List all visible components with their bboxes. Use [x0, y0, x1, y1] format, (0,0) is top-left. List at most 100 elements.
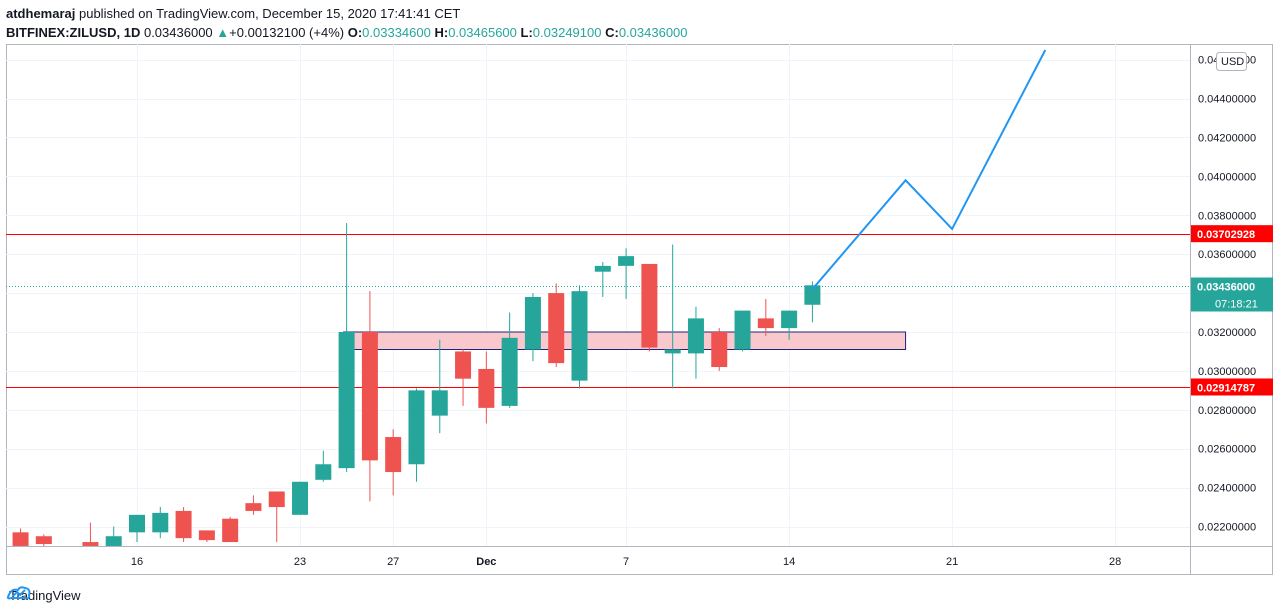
- price-tick-label: 0.02400000: [1198, 483, 1256, 495]
- candle-body: [455, 351, 472, 379]
- currency-badge-box: [1216, 52, 1247, 71]
- candle-body: [804, 285, 821, 305]
- candle: [594, 261, 611, 297]
- price-tick-label: 0.03800000: [1198, 210, 1256, 222]
- time-tick-label: 14: [783, 556, 795, 568]
- level-tag-label: 0.02914787: [1197, 382, 1255, 394]
- price-axis: 0.02200000 0.02400000 0.02600000 0.02800000…: [1191, 55, 1273, 534]
- candle: [338, 223, 355, 473]
- candle-body: [152, 512, 169, 533]
- currency-badge: USD: [1216, 52, 1247, 71]
- publish-info: published on TradingView.com, December 1…: [75, 6, 461, 21]
- candle: [222, 516, 239, 543]
- candle: [408, 388, 425, 482]
- candle: [292, 481, 309, 515]
- candle: [315, 450, 332, 482]
- candle: [129, 514, 145, 543]
- candle-body: [385, 437, 402, 473]
- level-tag-label: 0.03702928: [1197, 229, 1255, 241]
- chart-frame[interactable]: 0.02200000 0.02400000 0.02600000 0.02800000…: [6, 44, 1273, 575]
- candle-body: [548, 293, 565, 364]
- time-tick-label: 7: [623, 556, 629, 568]
- candle: [734, 310, 751, 352]
- footer: TradingView: [6, 585, 81, 605]
- low-value: 0.03249100: [532, 25, 602, 40]
- candle: [82, 522, 99, 546]
- level-price-tag: 0.02914787: [1191, 378, 1273, 396]
- author-name[interactable]: atdhemaraj: [6, 6, 76, 21]
- candle: [641, 263, 658, 352]
- candle-body: [198, 530, 215, 541]
- candle-body: [524, 296, 541, 350]
- candle: [501, 312, 518, 408]
- price-chart[interactable]: 0.02200000 0.02400000 0.02600000 0.02800000…: [6, 44, 1273, 575]
- candle: [804, 281, 821, 323]
- candle-body: [245, 503, 262, 511]
- level-tag-box: [1191, 225, 1273, 243]
- countdown-label: 07:18:21: [1215, 299, 1258, 311]
- candle-body: [105, 536, 122, 546]
- level-price-tag: 0.03702928: [1191, 225, 1273, 243]
- candle: [687, 306, 704, 379]
- low-label: L:: [520, 25, 533, 40]
- last-price: 0.03436000: [143, 25, 213, 40]
- candle: [455, 349, 472, 406]
- candle: [245, 495, 262, 515]
- open-label: O:: [347, 25, 363, 40]
- candle-body: [571, 291, 588, 381]
- projection-path: [811, 49, 1047, 290]
- candle-body: [222, 518, 239, 543]
- candle: [198, 530, 215, 543]
- candle-body: [361, 332, 378, 461]
- candle-body: [478, 368, 495, 408]
- symbol-label[interactable]: BITFINEX:ZILUSD, 1D: [6, 25, 141, 40]
- candle: [268, 491, 285, 543]
- ohlc-line: BITFINEX:ZILUSD, 1D 0.03436000 ▲+0.00132…: [6, 23, 688, 42]
- candle-body: [664, 349, 681, 354]
- candle: [478, 351, 495, 424]
- candle-body: [501, 337, 518, 406]
- price-tick-label: 0.03000000: [1198, 366, 1256, 378]
- tradingview-logo-icon: [6, 586, 31, 600]
- candle-body: [82, 542, 99, 546]
- last-price-tag-box: [1191, 277, 1273, 312]
- last-price-tag-label: 0.03436000: [1197, 282, 1255, 294]
- candle: [618, 248, 635, 299]
- chart-border: [6, 44, 1273, 575]
- candle: [12, 528, 29, 546]
- candle: [361, 291, 378, 502]
- candle-body: [618, 256, 635, 266]
- price-tick-label: 0.03600000: [1198, 249, 1256, 261]
- candle-body: [268, 491, 285, 508]
- candle: [431, 339, 448, 434]
- price-tick-label: 0.02600000: [1198, 444, 1256, 456]
- time-tick-label: 27: [387, 556, 399, 568]
- open-value: 0.03334600: [362, 25, 431, 40]
- candle: [385, 429, 402, 496]
- candles: [12, 223, 821, 546]
- time-tick-label: 23: [294, 556, 306, 568]
- time-tick-label: Dec: [476, 556, 496, 568]
- candle: [781, 310, 798, 340]
- candle-body: [129, 514, 145, 533]
- high-label: H:: [434, 25, 449, 40]
- candle-body: [175, 510, 192, 539]
- candle-body: [734, 310, 751, 350]
- candle-body: [781, 310, 798, 329]
- candle: [35, 534, 52, 546]
- candle-body: [12, 532, 29, 546]
- candle-body: [292, 481, 309, 515]
- time-tick-label: 16: [131, 556, 143, 568]
- close-label: C:: [605, 25, 619, 40]
- candle-body: [711, 332, 728, 368]
- price-tick-label: 0.03200000: [1198, 327, 1256, 339]
- close-value: 0.03436000: [618, 25, 688, 40]
- candle-body: [687, 318, 704, 354]
- candle: [757, 298, 774, 336]
- plot-area: [6, 49, 1190, 546]
- candle-body: [757, 318, 774, 329]
- grid: [6, 44, 1190, 546]
- price-tick-label: 0.02200000: [1198, 522, 1256, 534]
- candle: [152, 507, 169, 539]
- candle: [571, 285, 588, 389]
